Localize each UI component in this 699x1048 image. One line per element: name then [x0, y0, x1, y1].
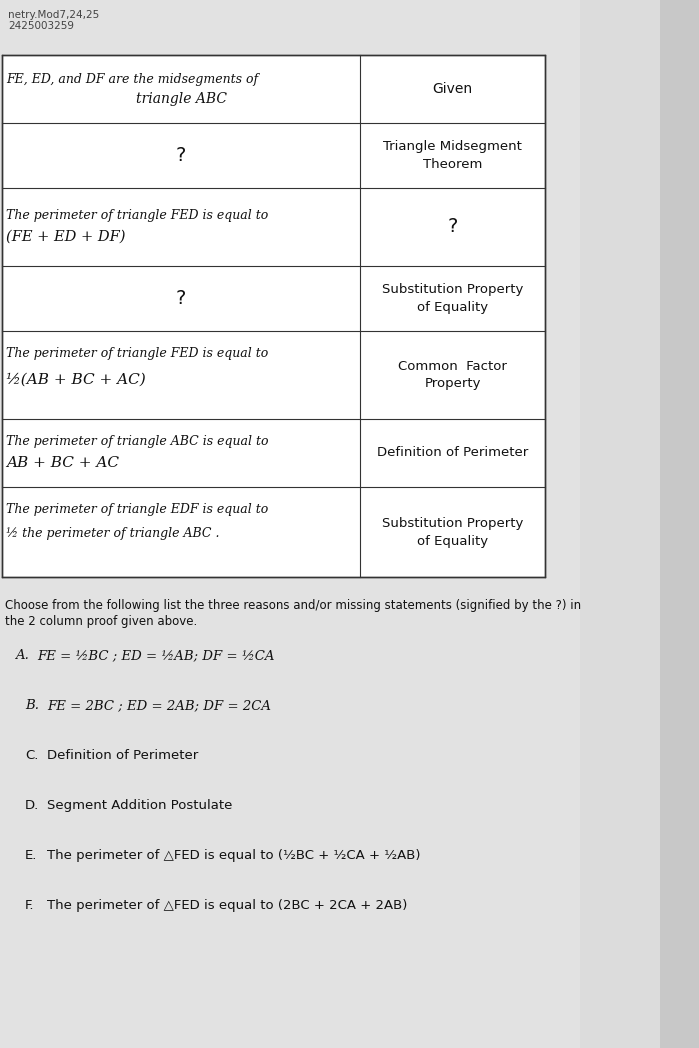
Text: Given: Given — [433, 82, 473, 96]
Text: Choose from the following list the three reasons and/or missing statements (sign: Choose from the following list the three… — [5, 599, 581, 612]
Text: AB + BC + AC: AB + BC + AC — [6, 456, 119, 470]
Text: Segment Addition Postulate: Segment Addition Postulate — [47, 799, 232, 812]
Text: Substitution Property: Substitution Property — [382, 283, 523, 296]
Text: ?: ? — [447, 218, 458, 237]
Text: ?: ? — [176, 146, 186, 165]
Text: netry.Mod7,24,25: netry.Mod7,24,25 — [8, 10, 99, 20]
Text: The perimeter of triangle FED is equal to: The perimeter of triangle FED is equal t… — [6, 347, 268, 359]
Text: E.: E. — [25, 849, 37, 863]
Text: Theorem: Theorem — [423, 158, 482, 171]
Bar — [2, 54, 545, 577]
Text: Common  Factor: Common Factor — [398, 359, 507, 372]
Text: triangle ABC: triangle ABC — [136, 92, 226, 106]
Text: The perimeter of triangle ABC is equal to: The perimeter of triangle ABC is equal t… — [6, 435, 268, 447]
Text: The perimeter of triangle FED is equal to: The perimeter of triangle FED is equal t… — [6, 209, 268, 221]
Text: ?: ? — [176, 289, 186, 308]
Text: FE = ½BC ; ED = ½AB; DF = ½CA: FE = ½BC ; ED = ½AB; DF = ½CA — [37, 649, 275, 662]
Text: D.: D. — [25, 799, 39, 812]
Text: of Equality: of Equality — [417, 301, 488, 314]
Text: ½(AB + BC + AC): ½(AB + BC + AC) — [6, 373, 146, 387]
Text: A.: A. — [15, 649, 29, 662]
Text: Triangle Midsegment: Triangle Midsegment — [383, 140, 522, 153]
Text: B.: B. — [25, 699, 39, 712]
Text: FE = 2BC ; ED = 2AB; DF = 2CA: FE = 2BC ; ED = 2AB; DF = 2CA — [47, 699, 271, 712]
Text: (FE + ED + DF): (FE + ED + DF) — [6, 230, 126, 244]
Text: FE, ED, and DF are the midsegments of: FE, ED, and DF are the midsegments of — [6, 72, 258, 86]
Text: Substitution Property: Substitution Property — [382, 517, 523, 529]
Text: F.: F. — [25, 899, 34, 912]
Text: 2425003259: 2425003259 — [8, 21, 74, 31]
Text: Definition of Perimeter: Definition of Perimeter — [47, 749, 199, 762]
Text: ½ the perimeter of triangle ABC .: ½ the perimeter of triangle ABC . — [6, 527, 219, 541]
Text: Property: Property — [424, 377, 481, 391]
Text: C.: C. — [25, 749, 38, 762]
Bar — [0, 0, 580, 1048]
Text: The perimeter of triangle EDF is equal to: The perimeter of triangle EDF is equal t… — [6, 503, 268, 517]
Text: Definition of Perimeter: Definition of Perimeter — [377, 446, 528, 459]
Text: The perimeter of △FED is equal to (½BC + ½CA + ½AB): The perimeter of △FED is equal to (½BC +… — [47, 849, 421, 863]
Text: The perimeter of △FED is equal to (2BC + 2CA + 2AB): The perimeter of △FED is equal to (2BC +… — [47, 899, 408, 912]
Text: the 2 column proof given above.: the 2 column proof given above. — [5, 615, 197, 628]
Text: of Equality: of Equality — [417, 534, 488, 547]
